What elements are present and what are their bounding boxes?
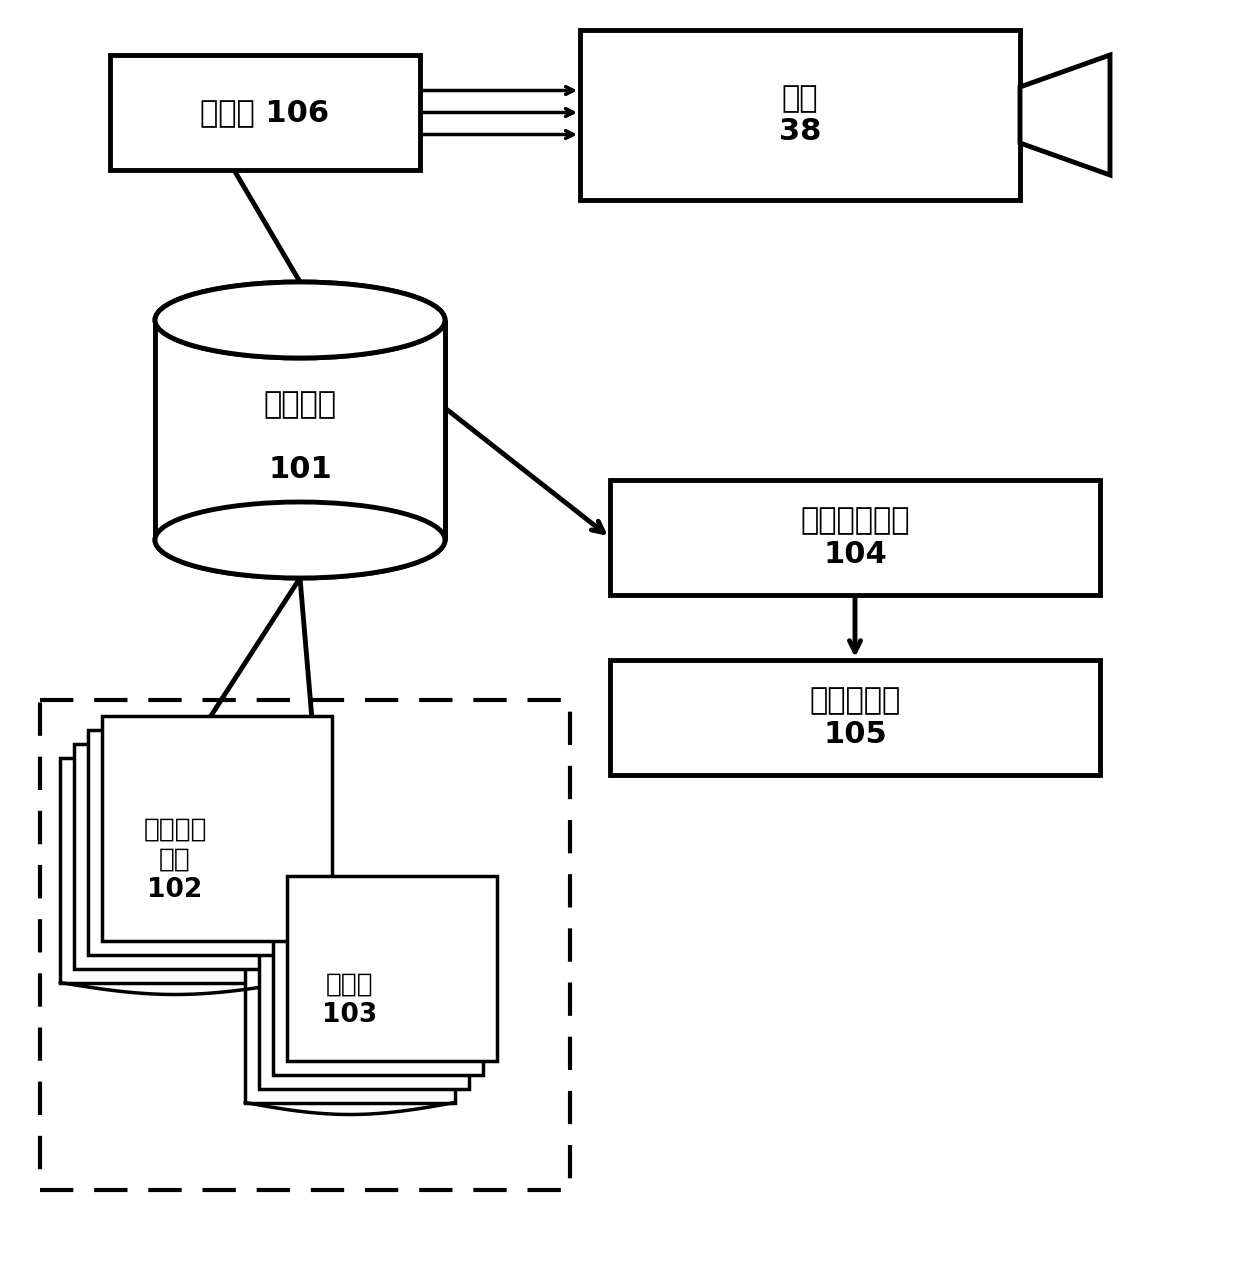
- FancyBboxPatch shape: [110, 55, 420, 170]
- Text: 相机
38: 相机 38: [779, 83, 821, 146]
- Ellipse shape: [155, 282, 445, 358]
- Polygon shape: [1021, 55, 1110, 175]
- Text: 训练配置
数据
102: 训练配置 数据 102: [144, 817, 207, 904]
- Text: 图像处理单元
104: 图像处理单元 104: [800, 506, 910, 569]
- FancyBboxPatch shape: [286, 875, 497, 1061]
- FancyBboxPatch shape: [580, 29, 1021, 199]
- Text: 存储设备: 存储设备: [263, 391, 336, 419]
- FancyBboxPatch shape: [259, 904, 469, 1089]
- FancyBboxPatch shape: [246, 918, 455, 1103]
- Ellipse shape: [155, 282, 445, 358]
- Ellipse shape: [155, 502, 445, 578]
- FancyBboxPatch shape: [610, 659, 1100, 774]
- FancyBboxPatch shape: [102, 716, 332, 941]
- Bar: [155, 320, 445, 541]
- FancyBboxPatch shape: [60, 758, 290, 983]
- FancyBboxPatch shape: [74, 744, 304, 969]
- FancyBboxPatch shape: [610, 481, 1100, 596]
- FancyBboxPatch shape: [88, 730, 317, 955]
- Text: 滤波器 106: 滤波器 106: [201, 98, 330, 127]
- Text: 图像分类机
105: 图像分类机 105: [810, 686, 900, 749]
- FancyBboxPatch shape: [273, 889, 484, 1075]
- FancyBboxPatch shape: [40, 700, 570, 1190]
- Text: 101: 101: [268, 455, 332, 484]
- Bar: [155, 320, 445, 541]
- Ellipse shape: [155, 502, 445, 578]
- Text: 查询集
103: 查询集 103: [322, 973, 378, 1028]
